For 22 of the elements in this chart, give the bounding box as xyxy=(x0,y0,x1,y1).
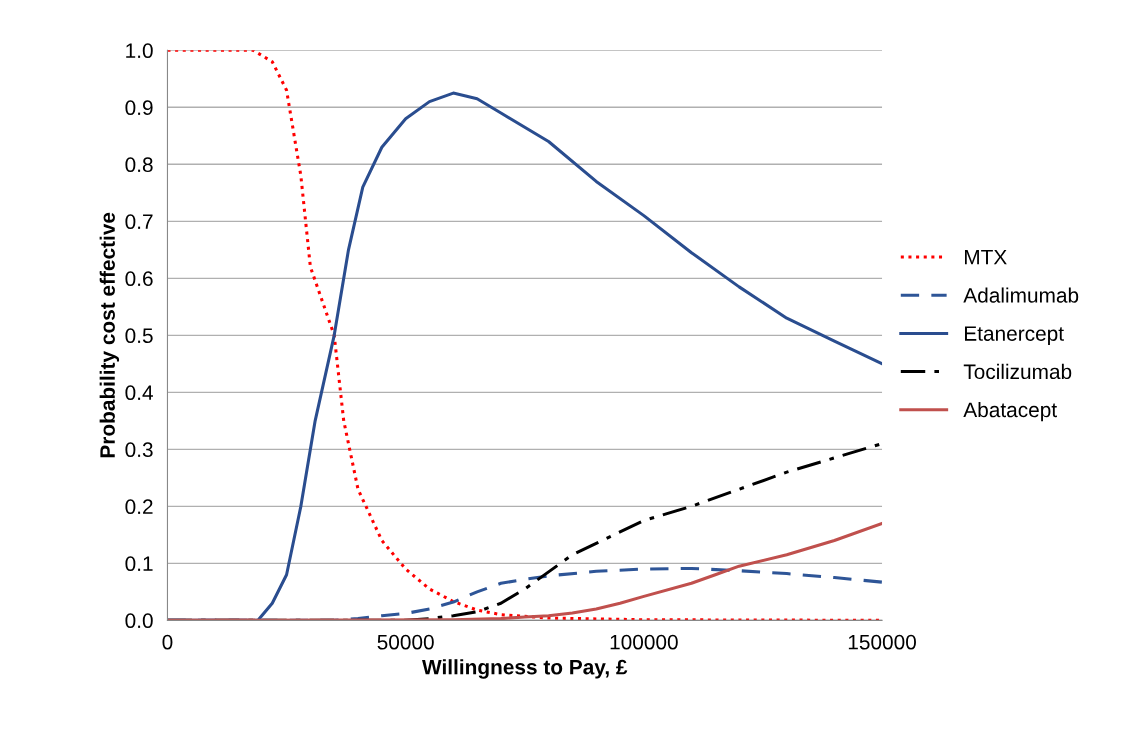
y-tick-label: 0.2 xyxy=(125,499,153,515)
legend-label: Etanercept xyxy=(965,326,1064,346)
y-tick-label: 0.8 xyxy=(125,157,153,173)
x-tick-label: 100000 xyxy=(610,634,678,650)
y-tick-label: 1.0 xyxy=(126,43,153,59)
x-tick-label: 50000 xyxy=(377,634,434,650)
x-tick-label: 150000 xyxy=(848,634,916,650)
y-tick-label: 0.6 xyxy=(125,271,153,287)
x-axis-title: Willingness to Pay, £ xyxy=(422,659,628,679)
y-tick-label: 0.7 xyxy=(125,214,153,230)
y-tick-label: 0.3 xyxy=(125,442,153,458)
y-tick-label: 0.5 xyxy=(125,328,153,344)
y-axis-title: Probability cost effective xyxy=(99,212,120,458)
legend-label: Abatacept xyxy=(963,401,1057,422)
y-tick-label: 0.9 xyxy=(125,100,153,116)
y-tick-label: 0.4 xyxy=(125,385,153,401)
legend-label: Adalimumab xyxy=(963,287,1079,303)
x-tick-label: 0 xyxy=(162,634,173,650)
y-tick-label: 0.0 xyxy=(125,613,153,629)
y-tick-label: 0.1 xyxy=(125,556,153,572)
legend-label: MTX xyxy=(965,250,1007,265)
legend-label: Tocilizumab xyxy=(963,363,1072,380)
